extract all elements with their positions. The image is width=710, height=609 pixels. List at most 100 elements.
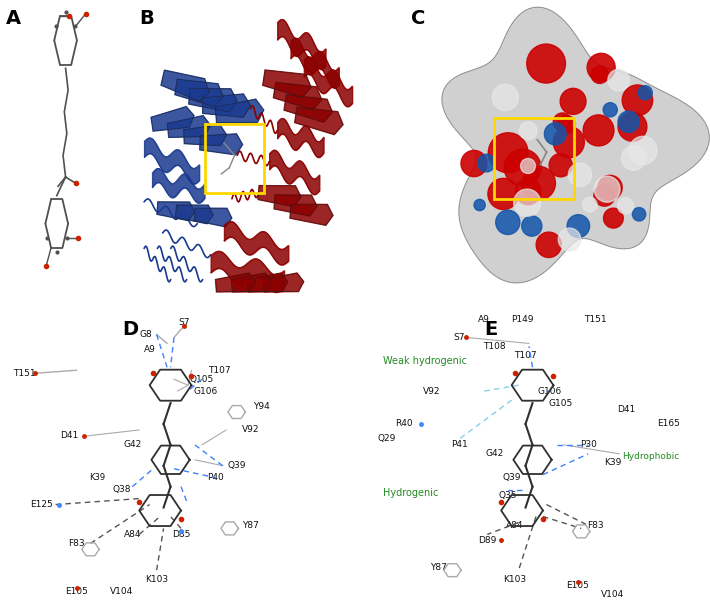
Circle shape — [549, 153, 572, 177]
Text: P149: P149 — [510, 315, 533, 324]
Text: G106: G106 — [193, 387, 217, 396]
Polygon shape — [161, 70, 209, 101]
Polygon shape — [274, 195, 317, 216]
Text: T151: T151 — [584, 315, 606, 324]
Circle shape — [461, 150, 487, 177]
Text: K103: K103 — [145, 575, 168, 583]
Circle shape — [604, 103, 617, 117]
Bar — [205, 124, 264, 192]
Circle shape — [474, 199, 485, 211]
Polygon shape — [175, 205, 213, 224]
Text: B: B — [138, 9, 153, 28]
Text: F83: F83 — [587, 521, 604, 530]
Text: A: A — [6, 9, 21, 28]
Polygon shape — [200, 134, 243, 155]
Text: A9: A9 — [143, 345, 155, 354]
Circle shape — [519, 122, 537, 139]
Polygon shape — [157, 202, 195, 220]
Circle shape — [522, 166, 555, 200]
Text: T107: T107 — [514, 351, 537, 360]
Text: G105: G105 — [548, 399, 572, 407]
Circle shape — [622, 85, 652, 116]
Circle shape — [478, 154, 496, 172]
Text: Y87: Y87 — [242, 521, 259, 530]
Text: Y94: Y94 — [253, 401, 269, 410]
Circle shape — [594, 185, 615, 206]
Text: V104: V104 — [110, 586, 133, 596]
Circle shape — [558, 228, 581, 251]
Circle shape — [496, 210, 520, 234]
Polygon shape — [189, 88, 237, 112]
Text: E: E — [484, 320, 497, 339]
Polygon shape — [195, 208, 232, 227]
Circle shape — [618, 111, 639, 132]
Circle shape — [567, 215, 589, 238]
Text: K103: K103 — [503, 575, 527, 583]
Text: G8: G8 — [140, 330, 153, 339]
Polygon shape — [216, 273, 256, 292]
Text: Hydrogenic: Hydrogenic — [383, 488, 438, 498]
Circle shape — [522, 216, 542, 236]
Text: E105: E105 — [567, 580, 589, 590]
Circle shape — [582, 197, 597, 212]
Text: D89: D89 — [478, 536, 496, 545]
Circle shape — [488, 133, 528, 173]
Polygon shape — [215, 99, 263, 122]
Text: D41: D41 — [60, 431, 79, 440]
Circle shape — [633, 208, 646, 221]
Circle shape — [504, 149, 541, 186]
Circle shape — [638, 86, 652, 100]
Polygon shape — [175, 79, 223, 107]
Text: G106: G106 — [537, 387, 562, 396]
Polygon shape — [184, 125, 226, 146]
Text: K39: K39 — [604, 459, 621, 467]
Text: T107: T107 — [208, 366, 231, 375]
Circle shape — [568, 163, 591, 186]
Text: E105: E105 — [65, 586, 88, 596]
Text: F83: F83 — [68, 539, 85, 548]
Text: A84: A84 — [124, 530, 141, 539]
Circle shape — [618, 112, 647, 141]
Text: Weak hydrogenic: Weak hydrogenic — [383, 356, 467, 366]
Text: E165: E165 — [657, 420, 679, 429]
Text: T108: T108 — [483, 342, 506, 351]
Polygon shape — [231, 273, 272, 292]
Circle shape — [520, 158, 535, 174]
Polygon shape — [273, 82, 322, 110]
Polygon shape — [258, 186, 301, 206]
Circle shape — [560, 88, 586, 114]
Text: P40: P40 — [207, 473, 224, 482]
Text: R40: R40 — [395, 420, 413, 429]
Polygon shape — [168, 116, 210, 138]
Text: Q29: Q29 — [377, 434, 395, 443]
Bar — [494, 118, 574, 199]
Polygon shape — [284, 95, 332, 122]
Circle shape — [513, 189, 541, 216]
Polygon shape — [202, 94, 251, 118]
Text: D: D — [122, 320, 138, 339]
Circle shape — [587, 54, 615, 82]
Text: S7: S7 — [179, 318, 190, 327]
Text: A84: A84 — [506, 521, 524, 530]
Text: A9: A9 — [478, 315, 490, 324]
Text: E125: E125 — [31, 500, 53, 509]
Circle shape — [515, 178, 541, 205]
Polygon shape — [295, 107, 343, 135]
Polygon shape — [442, 7, 709, 283]
Circle shape — [492, 84, 518, 110]
Text: P41: P41 — [451, 440, 468, 449]
Circle shape — [604, 208, 623, 228]
Circle shape — [553, 127, 584, 158]
Circle shape — [527, 44, 565, 83]
Text: S7: S7 — [454, 333, 465, 342]
Text: C: C — [411, 9, 425, 28]
Circle shape — [488, 178, 519, 209]
Text: Y87: Y87 — [430, 563, 447, 572]
Text: D41: D41 — [618, 404, 635, 414]
Text: Q105: Q105 — [190, 375, 214, 384]
Circle shape — [553, 113, 572, 132]
Polygon shape — [290, 204, 333, 225]
Text: G42: G42 — [485, 449, 503, 459]
Text: Q38: Q38 — [113, 485, 131, 494]
Text: Q35: Q35 — [499, 491, 518, 500]
